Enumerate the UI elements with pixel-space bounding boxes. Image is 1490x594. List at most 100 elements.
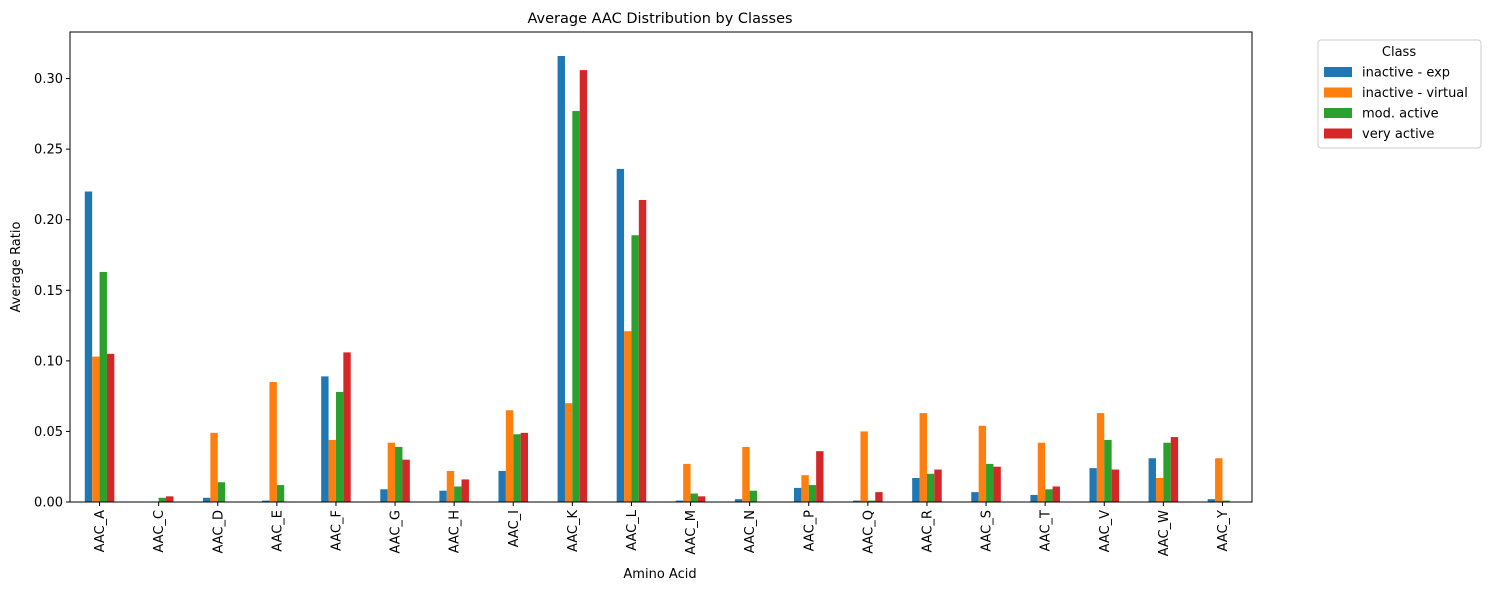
bar-AAC_Y-1: [1207, 499, 1216, 502]
bar-AAC_S-1: [971, 492, 979, 502]
bar-AAC_L-3: [631, 235, 639, 503]
bar-AAC_W-4: [1170, 437, 1179, 502]
y-tick-label: 0.20: [34, 213, 63, 228]
x-tick-label: AAC_W: [1157, 510, 1172, 556]
y-tick-label: 0.25: [34, 143, 63, 158]
legend-swatch: [1324, 108, 1352, 118]
bar-AAC_I-2: [505, 410, 514, 502]
bar-AAC_S-4: [993, 466, 1001, 502]
bar-AAC_E-1: [262, 500, 270, 502]
bar-AAC_P-2: [801, 475, 809, 502]
legend-label: inactive - exp: [1362, 66, 1450, 81]
bar-AAC_Q-2: [860, 431, 868, 502]
bar-AAC_D-1: [202, 497, 211, 502]
bar-AAC_V-3: [1104, 439, 1112, 502]
legend-title: Class: [1382, 45, 1416, 60]
legend-swatch: [1324, 87, 1352, 98]
y-tick-label: 0.00: [34, 496, 63, 511]
x-tick-label: AAC_L: [625, 509, 640, 550]
bar-AAC_W-2: [1155, 478, 1164, 502]
legend-swatch: [1324, 67, 1352, 77]
bar-AAC_Y-3: [1222, 500, 1230, 502]
x-tick-label: AAC_P: [802, 510, 817, 551]
y-axis: 0.00 0.05 0.10 0.15 0.20 0.25 0.30: [34, 72, 70, 511]
bar-AAC_D-2: [210, 432, 218, 502]
chart-title: Average AAC Distribution by Classes: [527, 11, 792, 27]
bar-AAC_H-1: [439, 490, 447, 502]
legend-frame: [1317, 39, 1482, 149]
x-tick-label: AAC_D: [211, 510, 226, 554]
x-tick-label: AAC_R: [920, 510, 935, 553]
x-axis-label: Amino Acid: [623, 567, 696, 582]
y-tick-label: 0.30: [34, 72, 63, 87]
bar-AAC_Q-3: [867, 500, 876, 502]
bar-AAC_M-2: [683, 463, 691, 502]
y-tick-label: 0.15: [34, 284, 63, 299]
bar-AAC_G-2: [387, 442, 396, 502]
bar-AAC_R-4: [934, 469, 942, 502]
bar-AAC_C-3: [158, 497, 167, 502]
bars-group: [84, 55, 1230, 503]
bar-AAC_K-2: [564, 403, 573, 502]
bar-AAC_A-4: [106, 353, 115, 502]
bar-AAC_N-1: [734, 499, 743, 502]
plot-frame: [69, 31, 1253, 503]
bar-AAC_A-1: [84, 191, 93, 503]
bar-AAC_L-2: [624, 331, 632, 502]
bar-AAC_M-4: [697, 496, 706, 502]
bar-AAC_H-2: [446, 470, 455, 502]
bar-AAC_V-4: [1111, 469, 1120, 502]
bar-AAC_L-1: [616, 168, 625, 502]
legend: Class inactive - exp inactive - virtual mo…: [1317, 39, 1482, 149]
legend-swatch: [1324, 128, 1352, 139]
x-tick-label: AAC_Q: [861, 510, 876, 554]
bar-AAC_A-2: [92, 356, 100, 502]
bar-AAC_S-3: [986, 463, 994, 502]
x-tick-label: AAC_T: [1039, 510, 1054, 551]
bar-AAC_M-1: [675, 500, 684, 502]
bar-AAC_C-4: [166, 496, 174, 502]
bar-AAC_V-1: [1089, 468, 1097, 502]
bar-AAC_N-2: [742, 446, 750, 502]
x-tick-label: AAC_C: [152, 510, 167, 553]
x-tick-label: AAC_G: [389, 510, 404, 554]
x-tick-label: AAC_M: [684, 510, 699, 555]
legend-label: inactive - virtual: [1362, 86, 1468, 101]
x-tick-label: AAC_A: [93, 510, 108, 552]
x-tick-label: AAC_E: [270, 510, 285, 552]
bar-AAC_S-2: [978, 425, 987, 502]
bar-AAC_V-2: [1096, 413, 1105, 502]
bar-AAC_E-2: [269, 382, 277, 502]
bar-AAC_I-4: [520, 432, 529, 502]
x-tick-label: AAC_V: [1098, 510, 1113, 552]
bar-AAC_W-3: [1163, 442, 1171, 502]
legend-label: mod. active: [1362, 107, 1439, 122]
bar-AAC_Q-1: [853, 500, 861, 502]
bar-AAC_R-2: [919, 413, 927, 502]
bar-AAC_F-4: [343, 352, 351, 502]
x-axis: AAC_A AAC_C AAC_D AAC_E AAC_F AAC_G AAC_H AAC_I…: [93, 502, 1231, 556]
bar-AAC_Q-4: [875, 492, 883, 502]
bar-AAC_K-3: [572, 111, 580, 502]
bar-AAC_H-3: [454, 486, 462, 502]
legend-label: very active: [1362, 127, 1434, 142]
bar-AAC_E-3: [276, 485, 285, 502]
bar-AAC_N-3: [749, 490, 758, 502]
y-tick-label: 0.05: [34, 425, 63, 440]
bar-AAC_F-2: [328, 439, 336, 502]
bar-AAC_M-3: [690, 493, 698, 502]
bar-AAC_H-4: [461, 479, 469, 502]
x-tick-label: AAC_I: [507, 510, 522, 547]
x-tick-label: AAC_H: [448, 510, 463, 553]
x-tick-label: AAC_F: [329, 510, 344, 551]
bar-AAC_F-1: [321, 376, 329, 502]
bar-AAC_T-4: [1052, 486, 1060, 502]
bar-AAC_T-2: [1037, 442, 1046, 502]
bar-AAC_R-1: [912, 478, 920, 502]
y-tick-label: 0.10: [34, 354, 63, 369]
bar-AAC_D-3: [217, 482, 226, 502]
bar-AAC_L-4: [638, 199, 647, 502]
bar-AAC_T-1: [1030, 494, 1038, 502]
